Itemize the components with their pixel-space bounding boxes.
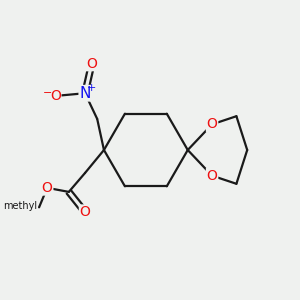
Text: +: + <box>86 83 96 93</box>
Text: O: O <box>80 205 91 219</box>
Text: O: O <box>86 56 97 70</box>
Text: O: O <box>42 181 52 195</box>
Text: O: O <box>207 169 218 183</box>
Text: N: N <box>79 86 91 101</box>
Text: O: O <box>207 117 218 131</box>
Text: O: O <box>50 89 61 103</box>
Text: −: − <box>43 88 52 98</box>
Text: methyl: methyl <box>4 201 38 211</box>
